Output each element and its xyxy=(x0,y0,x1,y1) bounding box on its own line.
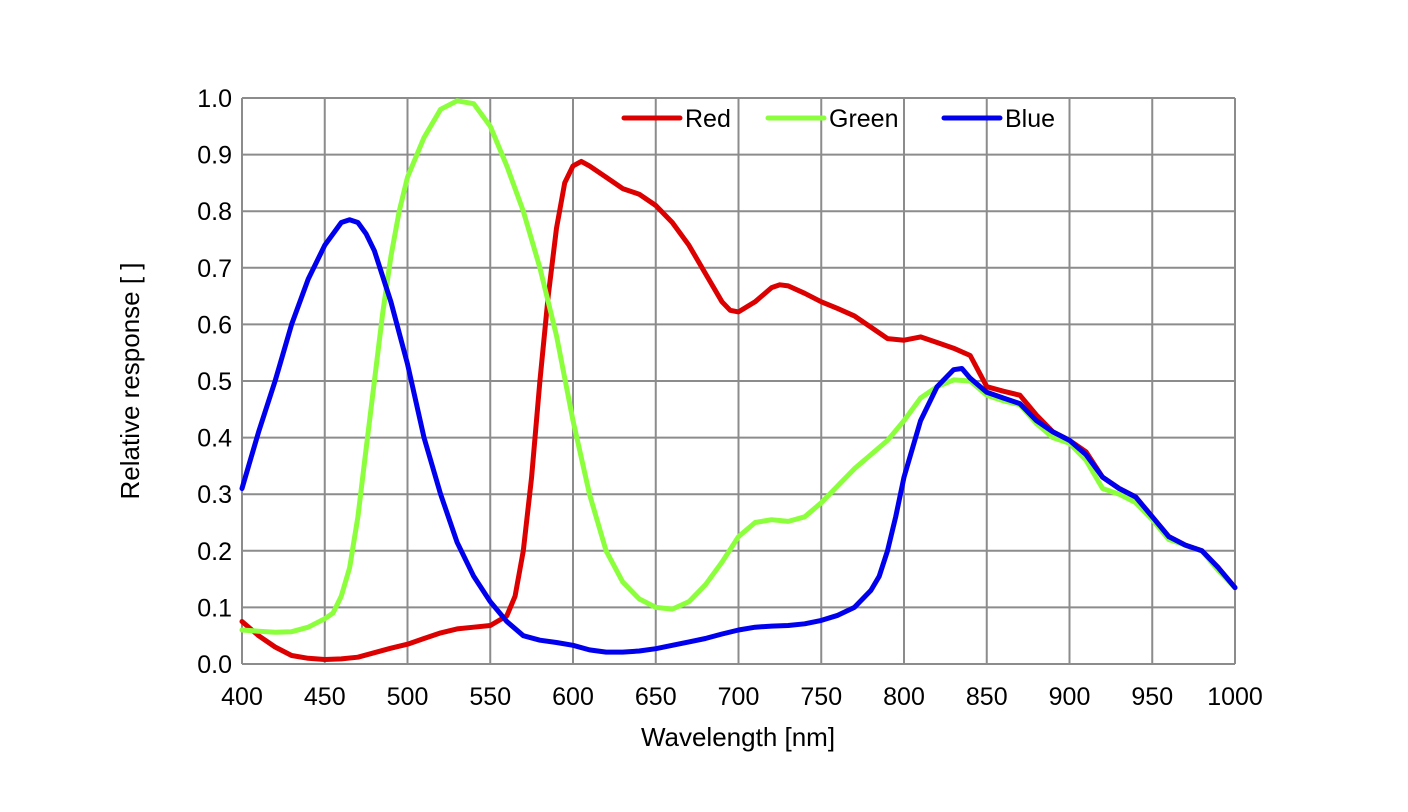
x-tick-label: 700 xyxy=(718,683,760,711)
y-tick-label: 0.1 xyxy=(197,594,232,622)
x-tick-label: 450 xyxy=(304,683,346,711)
x-tick-label: 650 xyxy=(635,683,677,711)
y-tick-label: 0.5 xyxy=(197,368,232,396)
x-tick-label: 1000 xyxy=(1207,683,1263,711)
legend-label-red: Red xyxy=(685,105,731,133)
x-tick-label: 400 xyxy=(221,683,263,711)
series-line-green xyxy=(239,98,1238,635)
x-tick-label: 500 xyxy=(387,683,429,711)
x-tick-label: 850 xyxy=(966,683,1008,711)
x-tick-label: 750 xyxy=(800,683,842,711)
y-tick-label: 1.0 xyxy=(197,85,232,113)
x-tick-label: 800 xyxy=(883,683,925,711)
legend-label-blue: Blue xyxy=(1005,105,1055,133)
y-tick-label: 0.9 xyxy=(197,142,232,170)
grid xyxy=(241,97,1236,665)
y-tick-label: 0.4 xyxy=(197,425,232,453)
y-tick-label: 0.6 xyxy=(197,311,232,339)
x-tick-label: 600 xyxy=(552,683,594,711)
x-axis-title: Wavelength [nm] xyxy=(641,722,835,752)
y-tick-label: 0.2 xyxy=(197,538,232,566)
y-tick-label: 0.0 xyxy=(197,651,232,679)
y-tick-label: 0.8 xyxy=(197,198,232,226)
x-tick-label: 550 xyxy=(469,683,511,711)
legend: Red Green Blue xyxy=(621,105,1055,133)
x-tick-label: 900 xyxy=(1049,683,1091,711)
y-tick-label: 0.3 xyxy=(197,481,232,509)
x-tick-labels: 400 450 500 550 600 650 700 750 800 850 900 950 1000 xyxy=(221,683,1263,711)
y-axis-title: Relative response [ ] xyxy=(115,262,145,499)
x-tick-label: 950 xyxy=(1131,683,1173,711)
series-lines xyxy=(239,98,1238,662)
legend-label-green: Green xyxy=(829,105,898,133)
y-tick-labels: 0.0 0.1 0.2 0.3 0.4 0.5 0.6 0.7 0.8 0.9 1.0 xyxy=(197,85,232,679)
y-tick-label: 0.7 xyxy=(197,255,232,283)
series-line-blue xyxy=(239,217,1238,655)
